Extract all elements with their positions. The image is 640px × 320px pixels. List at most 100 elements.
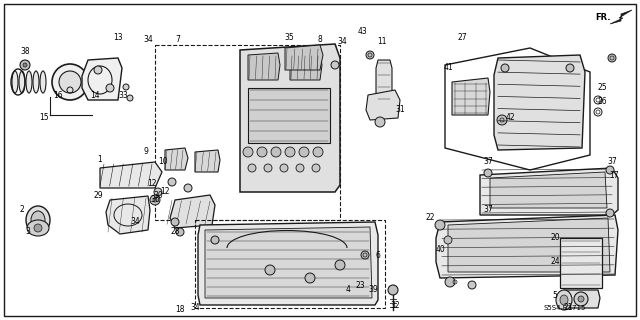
Text: 31: 31 xyxy=(395,106,405,115)
Polygon shape xyxy=(195,150,220,172)
Text: 33: 33 xyxy=(118,92,128,100)
Text: 16: 16 xyxy=(53,91,63,100)
Bar xyxy=(560,238,602,288)
Text: 24: 24 xyxy=(550,258,560,267)
Text: 28: 28 xyxy=(170,228,180,236)
Ellipse shape xyxy=(26,71,32,93)
Text: 12: 12 xyxy=(160,188,170,196)
Text: 4: 4 xyxy=(346,285,351,294)
Polygon shape xyxy=(285,45,323,70)
Text: 22: 22 xyxy=(425,213,435,222)
Polygon shape xyxy=(198,222,378,305)
Ellipse shape xyxy=(33,71,39,93)
Ellipse shape xyxy=(26,206,50,234)
Circle shape xyxy=(296,164,304,172)
Polygon shape xyxy=(366,90,400,120)
Polygon shape xyxy=(170,195,215,228)
Circle shape xyxy=(280,164,288,172)
Text: 32: 32 xyxy=(390,300,400,309)
Circle shape xyxy=(574,292,588,306)
Text: 17: 17 xyxy=(609,171,619,180)
Circle shape xyxy=(264,164,272,172)
Ellipse shape xyxy=(556,290,572,310)
Text: 10: 10 xyxy=(158,157,168,166)
Circle shape xyxy=(366,51,374,59)
Text: 27: 27 xyxy=(457,34,467,43)
Text: 41: 41 xyxy=(443,63,453,73)
Circle shape xyxy=(606,209,614,217)
Polygon shape xyxy=(165,148,188,170)
Text: 11: 11 xyxy=(377,37,387,46)
Circle shape xyxy=(154,188,162,196)
Circle shape xyxy=(566,64,574,72)
Ellipse shape xyxy=(27,220,49,236)
Circle shape xyxy=(34,224,42,232)
Bar xyxy=(248,88,330,143)
Polygon shape xyxy=(436,215,618,278)
Text: 39: 39 xyxy=(368,285,378,294)
Text: 30: 30 xyxy=(153,191,163,201)
Polygon shape xyxy=(205,227,372,298)
Polygon shape xyxy=(82,58,122,100)
Circle shape xyxy=(285,147,295,157)
Circle shape xyxy=(331,61,339,69)
Ellipse shape xyxy=(40,71,46,93)
Circle shape xyxy=(271,147,281,157)
Text: 37: 37 xyxy=(483,157,493,166)
Ellipse shape xyxy=(31,211,45,229)
Text: 3: 3 xyxy=(26,228,31,236)
Text: 26: 26 xyxy=(597,98,607,107)
Circle shape xyxy=(444,236,452,244)
Text: 7: 7 xyxy=(175,36,180,44)
Polygon shape xyxy=(480,168,618,215)
Polygon shape xyxy=(290,53,322,80)
Text: FR.: FR. xyxy=(595,13,611,22)
Circle shape xyxy=(497,115,507,125)
Circle shape xyxy=(501,64,509,72)
Text: 38: 38 xyxy=(20,47,30,57)
Circle shape xyxy=(20,60,30,70)
Circle shape xyxy=(123,84,129,90)
Circle shape xyxy=(211,236,219,244)
Circle shape xyxy=(248,164,256,172)
Text: 34: 34 xyxy=(190,303,200,313)
Text: S5S4-B3715: S5S4-B3715 xyxy=(544,305,586,311)
Circle shape xyxy=(171,218,179,226)
Circle shape xyxy=(305,273,315,283)
Text: 43: 43 xyxy=(357,28,367,36)
Text: 18: 18 xyxy=(175,306,185,315)
Circle shape xyxy=(265,265,275,275)
Circle shape xyxy=(299,147,309,157)
Text: 6: 6 xyxy=(376,251,380,260)
Text: 23: 23 xyxy=(355,281,365,290)
Text: 14: 14 xyxy=(90,91,100,100)
Ellipse shape xyxy=(52,64,88,100)
Polygon shape xyxy=(240,44,340,192)
Circle shape xyxy=(445,277,455,287)
Text: 13: 13 xyxy=(113,34,123,43)
Polygon shape xyxy=(562,290,600,308)
Polygon shape xyxy=(448,218,610,272)
Text: 35: 35 xyxy=(284,34,294,43)
Circle shape xyxy=(176,228,184,236)
Circle shape xyxy=(106,84,114,92)
Polygon shape xyxy=(610,10,632,24)
Text: 42: 42 xyxy=(505,114,515,123)
Bar xyxy=(195,220,385,308)
Text: 20: 20 xyxy=(550,234,560,243)
Polygon shape xyxy=(452,78,490,115)
Polygon shape xyxy=(100,162,162,188)
Circle shape xyxy=(468,281,476,289)
Circle shape xyxy=(94,66,102,74)
Text: 37: 37 xyxy=(607,157,617,166)
Text: 12: 12 xyxy=(147,179,157,188)
Text: 15: 15 xyxy=(39,114,49,123)
Circle shape xyxy=(361,251,369,259)
Bar xyxy=(155,45,340,220)
Polygon shape xyxy=(490,172,607,208)
Text: 34: 34 xyxy=(143,36,153,44)
Circle shape xyxy=(435,220,445,230)
Circle shape xyxy=(243,147,253,157)
Polygon shape xyxy=(376,60,392,102)
Polygon shape xyxy=(494,55,585,150)
